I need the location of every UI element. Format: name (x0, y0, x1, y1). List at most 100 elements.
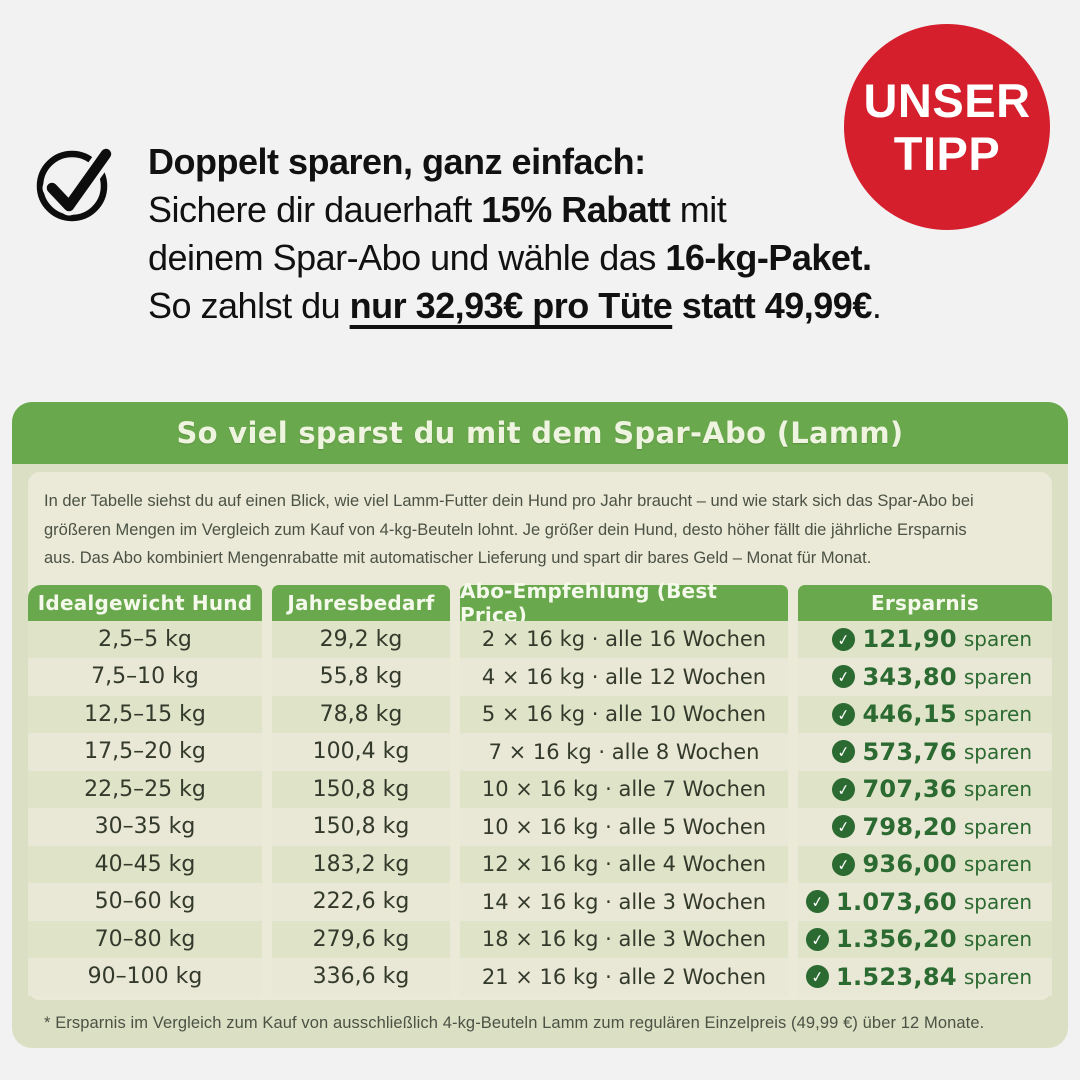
saving-amount: 707,36 (862, 775, 957, 804)
card-title-band: So viel sparst du mit dem Spar-Abo (Lamm… (12, 402, 1068, 464)
saving-label: sparen (963, 664, 1032, 689)
table-body: 2,5–5 kg 29,2 kg 2 × 16 kg · alle 16 Woc… (28, 620, 1052, 996)
cell-ersparnis: ✓ 121,90 sparen (798, 620, 1052, 658)
header-abo-empfehlung: Abo-Empfehlung (Best Price) (460, 579, 788, 627)
cell-jahresbedarf: 336,6 kg (272, 958, 450, 996)
cell-idealgewicht: 30–35 kg (28, 808, 262, 846)
cell-jahresbedarf: 29,2 kg (272, 620, 450, 658)
package-highlight: 16-kg-Paket. (665, 237, 872, 278)
old-price: statt 49,99€ (672, 285, 873, 326)
header-idealgewicht: Idealgewicht Hund (28, 584, 262, 621)
cell-jahresbedarf: 279,6 kg (272, 920, 450, 958)
cell-ersparnis: ✓ 446,15 sparen (798, 695, 1052, 733)
check-circle-icon: ✓ (830, 701, 857, 728)
saving-amount: 121,90 (862, 625, 957, 654)
check-circle-icon: ✓ (830, 813, 857, 840)
headline-line-3: deinem Spar-Abo und wähle das 16-kg-Pake… (148, 237, 872, 278)
badge-line-2: TIPP (893, 127, 1001, 180)
check-circle-icon: ✓ (830, 851, 857, 878)
cell-jahresbedarf: 78,8 kg (272, 695, 450, 733)
table-header-row: Idealgewicht Hund Jahresbedarf Abo-Empfe… (28, 579, 1052, 627)
saving-amount: 1.073,60 (836, 887, 957, 916)
cell-idealgewicht: 7,5–10 kg (28, 658, 262, 696)
cell-ersparnis: ✓ 343,80 sparen (798, 658, 1052, 696)
cell-abo-empfehlung: 7 × 16 kg · alle 8 Wochen (460, 733, 788, 771)
saving-label: sparen (963, 777, 1032, 802)
savings-card: So viel sparst du mit dem Spar-Abo (Lamm… (12, 402, 1068, 1048)
headline-title: Doppelt sparen, ganz einfach: (148, 141, 646, 182)
cell-ersparnis: ✓ 707,36 sparen (798, 770, 1052, 808)
saving-label: sparen (963, 927, 1032, 952)
cell-idealgewicht: 17,5–20 kg (28, 733, 262, 771)
discount-highlight: 15% Rabatt (481, 189, 671, 230)
card-title: So viel sparst du mit dem Spar-Abo (Lamm… (176, 416, 904, 450)
cell-jahresbedarf: 150,8 kg (272, 770, 450, 808)
saving-amount: 936,00 (862, 850, 957, 879)
cell-ersparnis: ✓ 1.356,20 sparen (798, 920, 1052, 958)
check-circle-icon: ✓ (804, 888, 831, 915)
footnote: * Ersparnis im Vergleich zum Kauf von au… (44, 1014, 985, 1032)
saving-amount: 343,80 (862, 662, 957, 691)
check-circle-icon: ✓ (830, 776, 857, 803)
saving-amount: 573,76 (862, 737, 957, 766)
saving-label: sparen (963, 852, 1032, 877)
cell-abo-empfehlung: 2 × 16 kg · alle 16 Wochen (460, 620, 788, 658)
card-content-panel: In der Tabelle siehst du auf einen Blick… (28, 472, 1052, 1000)
cell-idealgewicht: 50–60 kg (28, 883, 262, 921)
headline-line-4: So zahlst du nur 32,93€ pro Tüte statt 4… (148, 285, 882, 326)
cell-ersparnis: ✓ 1.073,60 sparen (798, 883, 1052, 921)
check-circle-icon: ✓ (804, 963, 831, 990)
headline-line-2: Sichere dir dauerhaft 15% Rabatt mit (148, 189, 727, 230)
saving-label: sparen (963, 964, 1032, 989)
cell-abo-empfehlung: 5 × 16 kg · alle 10 Wochen (460, 695, 788, 733)
checkmark-circle-icon (36, 144, 116, 222)
check-circle-icon: ✓ (804, 926, 831, 953)
saving-amount: 798,20 (862, 812, 957, 841)
savings-table: Idealgewicht Hund Jahresbedarf Abo-Empfe… (28, 579, 1052, 996)
cell-jahresbedarf: 183,2 kg (272, 845, 450, 883)
cell-abo-empfehlung: 14 × 16 kg · alle 3 Wochen (460, 883, 788, 921)
intro-line: aus. Das Abo kombiniert Mengenrabatte mi… (44, 549, 872, 567)
cell-idealgewicht: 2,5–5 kg (28, 620, 262, 658)
check-circle-icon: ✓ (830, 663, 857, 690)
saving-label: sparen (963, 702, 1032, 727)
cell-abo-empfehlung: 21 × 16 kg · alle 2 Wochen (460, 958, 788, 996)
cell-abo-empfehlung: 10 × 16 kg · alle 7 Wochen (460, 770, 788, 808)
unser-tipp-badge: UNSER TIPP (844, 24, 1050, 230)
cell-ersparnis: ✓ 798,20 sparen (798, 808, 1052, 846)
check-circle-icon: ✓ (830, 626, 857, 653)
cell-jahresbedarf: 100,4 kg (272, 733, 450, 771)
cell-idealgewicht: 12,5–15 kg (28, 695, 262, 733)
cell-idealgewicht: 70–80 kg (28, 920, 262, 958)
cell-jahresbedarf: 55,8 kg (272, 658, 450, 696)
cell-ersparnis: ✓ 573,76 sparen (798, 733, 1052, 771)
badge-line-1: UNSER (863, 74, 1031, 127)
header-jahresbedarf: Jahresbedarf (272, 584, 450, 621)
cell-jahresbedarf: 222,6 kg (272, 883, 450, 921)
saving-label: sparen (963, 627, 1032, 652)
cell-idealgewicht: 40–45 kg (28, 845, 262, 883)
cell-abo-empfehlung: 4 × 16 kg · alle 12 Wochen (460, 658, 788, 696)
saving-label: sparen (963, 739, 1032, 764)
cell-abo-empfehlung: 18 × 16 kg · alle 3 Wochen (460, 920, 788, 958)
saving-amount: 446,15 (862, 700, 957, 729)
cell-idealgewicht: 22,5–25 kg (28, 770, 262, 808)
saving-amount: 1.523,84 (836, 962, 957, 991)
cell-idealgewicht: 90–100 kg (28, 958, 262, 996)
saving-label: sparen (963, 889, 1032, 914)
header-ersparnis: Ersparnis (798, 584, 1052, 621)
cell-ersparnis: ✓ 1.523,84 sparen (798, 958, 1052, 996)
saving-amount: 1.356,20 (836, 925, 957, 954)
cell-abo-empfehlung: 12 × 16 kg · alle 4 Wochen (460, 845, 788, 883)
saving-label: sparen (963, 814, 1032, 839)
intro-line: In der Tabelle siehst du auf einen Blick… (44, 492, 974, 510)
cell-ersparnis: ✓ 936,00 sparen (798, 845, 1052, 883)
cell-abo-empfehlung: 10 × 16 kg · alle 5 Wochen (460, 808, 788, 846)
intro-text: In der Tabelle siehst du auf einen Blick… (28, 472, 1052, 573)
check-circle-icon: ✓ (830, 738, 857, 765)
price-highlight: nur 32,93€ pro Tüte (349, 285, 673, 326)
intro-line: größeren Mengen im Vergleich zum Kauf vo… (44, 520, 967, 539)
headline-block: Doppelt sparen, ganz einfach: Sichere di… (148, 138, 908, 330)
cell-jahresbedarf: 150,8 kg (272, 808, 450, 846)
